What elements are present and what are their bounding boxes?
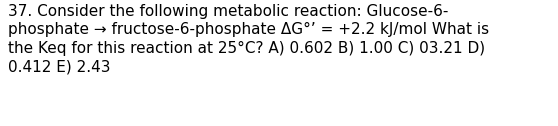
Text: 37. Consider the following metabolic reaction: Glucose-6-
phosphate → fructose-6: 37. Consider the following metabolic rea… (8, 4, 489, 75)
